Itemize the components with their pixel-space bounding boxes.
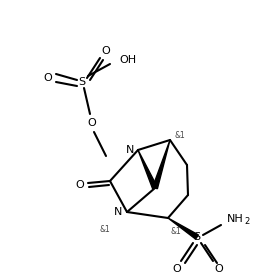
Polygon shape (138, 150, 157, 189)
Text: S: S (194, 232, 201, 242)
Text: &1: &1 (175, 130, 185, 140)
Text: &1: &1 (171, 227, 181, 237)
Text: O: O (88, 118, 96, 128)
Text: O: O (44, 73, 52, 83)
Text: S: S (78, 77, 86, 87)
Text: O: O (102, 46, 110, 56)
Text: N: N (114, 207, 122, 217)
Text: &1: &1 (100, 225, 110, 234)
Text: 2: 2 (244, 217, 249, 227)
Text: O: O (173, 264, 181, 274)
Text: N: N (126, 145, 134, 155)
Text: NH: NH (227, 214, 244, 224)
Polygon shape (168, 218, 198, 239)
Text: O: O (215, 264, 223, 274)
Text: OH: OH (119, 55, 136, 65)
Text: O: O (76, 180, 84, 190)
Polygon shape (153, 140, 170, 189)
